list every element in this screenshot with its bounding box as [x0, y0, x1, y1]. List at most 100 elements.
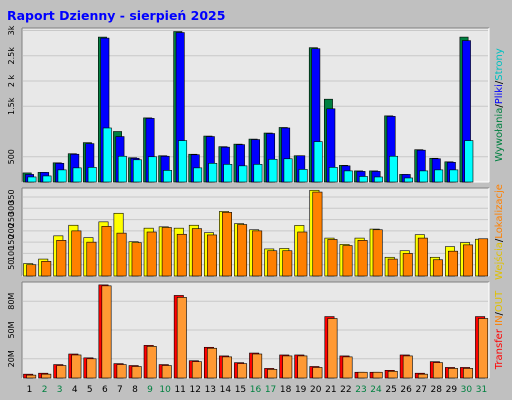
x-tick-label-day-16: 16: [250, 385, 262, 395]
bar-in-day-18: [282, 355, 293, 379]
bar-in-day-6: [101, 285, 112, 379]
bar-in-day-13: [206, 347, 217, 379]
bottom-y-tick-label: 50M: [7, 321, 16, 338]
bar-pages-day-27: [419, 170, 429, 183]
bar-sites-day-30: [463, 244, 474, 277]
middle-series-label-part: /: [494, 238, 505, 242]
bar-in-day-26: [402, 355, 413, 379]
top-y-tick-label: 3k: [7, 25, 16, 35]
bottom-series-label-part: /: [494, 311, 505, 315]
x-tick-label-day-1: 1: [27, 385, 33, 395]
x-tick-label-day-19: 19: [295, 385, 307, 395]
middle-y-tick-label: 150: [7, 235, 16, 250]
x-tick-label-day-3: 3: [57, 385, 63, 395]
bar-in-day-9: [146, 346, 157, 379]
bar-sites-day-24: [372, 229, 383, 277]
x-tick-label-day-22: 22: [340, 385, 351, 395]
bar-in-day-22: [342, 356, 353, 379]
x-tick-label-day-2: 2: [42, 385, 48, 395]
bar-sites-day-22: [342, 245, 353, 277]
bottom-y-tick-label: 80M: [7, 293, 16, 310]
bar-pages-day-23: [358, 176, 368, 183]
bar-pages-day-22: [343, 170, 353, 183]
bar-pages-day-20: [313, 141, 323, 183]
bar-in-day-2: [41, 373, 52, 379]
bar-pages-day-17: [268, 158, 278, 183]
bar-sites-day-27: [417, 237, 428, 277]
bar-pages-day-7: [117, 155, 127, 183]
bar-sites-day-1: [26, 264, 37, 277]
bar-in-day-15: [237, 363, 248, 379]
bar-in-day-16: [252, 353, 263, 379]
top-y-tick-label: 1.5k: [7, 97, 16, 115]
bar-in-day-12: [191, 361, 202, 379]
bar-sites-day-31: [478, 238, 489, 277]
bar-pages-day-5: [87, 167, 97, 183]
bar-pages-day-12: [193, 167, 203, 183]
bar-in-day-25: [387, 370, 398, 379]
bar-in-day-31: [478, 318, 489, 379]
bar-in-day-14: [222, 356, 232, 379]
bar-pages-day-29: [449, 169, 459, 183]
bar-pages-day-25: [389, 155, 398, 183]
x-tick-label-day-21: 21: [325, 385, 336, 395]
x-tick-label-day-11: 11: [174, 385, 185, 395]
bar-sites-day-26: [402, 253, 413, 277]
bar-pages-day-2: [42, 175, 52, 183]
x-tick-label-day-12: 12: [190, 385, 201, 395]
bottom-series-label: Transfer IN/OUT: [494, 290, 505, 370]
bar-sites-day-23: [357, 240, 368, 277]
x-tick-label-day-18: 18: [280, 385, 292, 395]
top-series-label: Wywołania/Pliki/Strony: [494, 48, 505, 162]
middle-y-tick-label: 250: [7, 212, 16, 227]
bar-in-day-23: [357, 371, 368, 379]
x-tick-label-day-25: 25: [385, 385, 396, 395]
middle-series-label-part: Wejścia: [493, 242, 505, 280]
bar-pages-day-13: [208, 163, 218, 183]
bar-sites-day-28: [432, 259, 443, 277]
x-tick-label-day-17: 17: [265, 385, 276, 395]
middle-y-tick-label: 200: [7, 223, 16, 238]
bar-in-day-7: [116, 364, 127, 379]
bottom-series-label-part: OUT: [494, 290, 505, 312]
middle-y-tick-label: 100: [7, 246, 16, 261]
bar-in-day-10: [161, 365, 172, 379]
bar-in-day-4: [71, 354, 82, 379]
top-y-tick-label: 2 k: [7, 75, 16, 88]
bar-pages-day-10: [163, 170, 172, 183]
x-tick-label-day-13: 13: [205, 385, 216, 395]
middle-y-tick-label: 50: [7, 260, 16, 270]
bar-in-day-3: [56, 365, 67, 379]
bar-pages-day-11: [178, 140, 188, 183]
bar-in-day-17: [267, 369, 278, 379]
top-series-label-part: Wywołania: [494, 108, 505, 162]
bar-pages-day-3: [57, 169, 67, 183]
bar-sites-day-15: [237, 224, 248, 277]
middle-y-tick-label: 350: [7, 189, 16, 204]
bottom-series-label-part: Transfer: [494, 328, 505, 370]
bar-in-day-1: [26, 374, 37, 379]
bottom-y-tick-label: 20M: [7, 350, 16, 367]
bar-pages-day-8: [132, 159, 142, 183]
top-y-tick-label: 500: [7, 149, 16, 164]
bar-sites-day-21: [327, 239, 338, 277]
bar-sites-day-29: [448, 250, 458, 277]
bar-pages-day-19: [298, 169, 308, 183]
middle-series-label: Wejścia/Lokalizacje: [493, 184, 505, 280]
chart-title: Raport Dzienny - sierpień 2025: [7, 8, 225, 23]
x-tick-label-day-7: 7: [117, 385, 123, 395]
x-tick-label-day-30: 30: [461, 385, 473, 395]
bar-pages-day-26: [404, 177, 414, 183]
bar-sites-day-8: [131, 242, 142, 277]
x-tick-label-day-28: 28: [431, 385, 443, 395]
bar-pages-day-28: [434, 169, 444, 183]
x-tick-label-day-4: 4: [72, 385, 78, 395]
bar-sites-day-12: [191, 228, 202, 277]
bar-sites-day-10: [161, 227, 172, 277]
x-tick-label-day-6: 6: [102, 385, 108, 395]
bar-sites-day-7: [116, 232, 127, 277]
bar-pages-day-21: [328, 167, 338, 183]
bar-in-day-20: [312, 367, 323, 379]
